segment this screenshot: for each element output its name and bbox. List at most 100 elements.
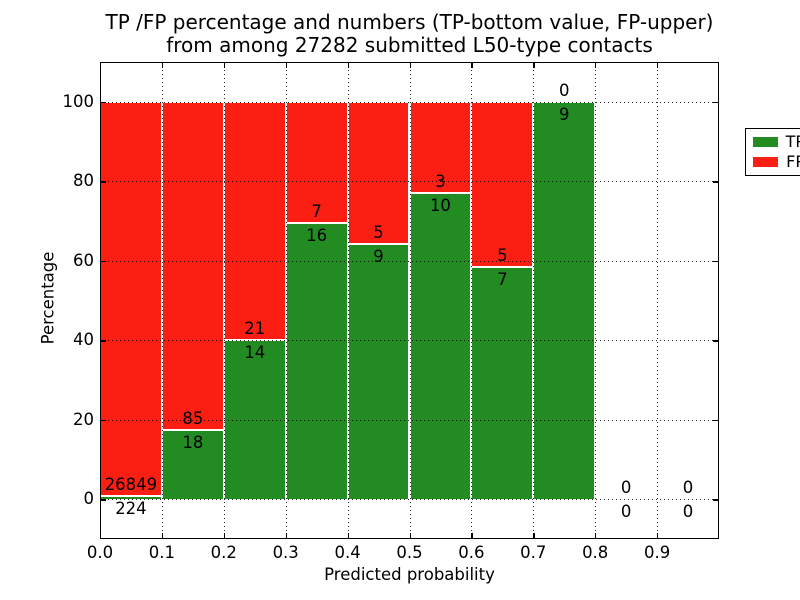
x-tick-label: 0.6 xyxy=(458,543,485,562)
x-gridline xyxy=(409,62,411,539)
fp-count-label: 21 xyxy=(244,319,266,339)
y-axis-label: Percentage xyxy=(38,251,58,345)
tp-count-label: 9 xyxy=(559,104,570,124)
y-tick-label: 60 xyxy=(73,250,94,270)
x-tick-bottom xyxy=(533,533,535,539)
y-tick-label: 0 xyxy=(83,489,95,509)
bar-segment-tp xyxy=(161,429,224,500)
x-gridline xyxy=(347,62,349,539)
tp-count-label: 7 xyxy=(497,270,508,290)
x-tick-label: 0.5 xyxy=(396,543,423,562)
x-tick-bottom xyxy=(595,533,597,539)
tp-color-swatch xyxy=(753,137,778,147)
x-tick-label: 0.4 xyxy=(334,543,361,562)
x-gridline xyxy=(471,62,473,539)
y-tick-left xyxy=(100,101,106,104)
y-tick-right xyxy=(713,499,719,501)
bar-segment-fp xyxy=(409,101,472,194)
x-tick-bottom xyxy=(471,533,473,539)
bar-segment-tp xyxy=(533,101,596,500)
x-tick-label: 0.0 xyxy=(86,543,114,562)
legend: TP FP xyxy=(745,128,800,176)
y-tick-left xyxy=(100,340,106,342)
x-tick-bottom xyxy=(347,533,349,539)
x-tick-top xyxy=(347,62,349,68)
fp-count-label: 5 xyxy=(497,246,508,266)
fp-count-label: 0 xyxy=(620,478,632,498)
x-tick-bottom xyxy=(161,533,164,539)
x-gridline xyxy=(285,62,287,539)
legend-label-tp: TP xyxy=(785,132,800,151)
bar-segment-fp xyxy=(223,101,286,341)
tp-count-label: 0 xyxy=(620,502,632,522)
x-gridline xyxy=(533,62,535,539)
x-tick-label: 0.9 xyxy=(643,543,671,562)
x-tick-top xyxy=(100,62,102,68)
y-tick-left xyxy=(100,419,106,422)
chart-title: TP /FP percentage and numbers (TP-bottom… xyxy=(100,11,719,57)
x-axis-label: Predicted probability xyxy=(324,565,495,584)
legend-label-fp: FP xyxy=(786,152,800,171)
fp-count-label: 3 xyxy=(435,172,446,192)
x-tick-top xyxy=(161,62,164,68)
legend-item-fp: FP xyxy=(753,154,800,170)
bar-segment-fp xyxy=(161,101,224,430)
x-gridline xyxy=(657,62,659,539)
x-tick-label: 0.3 xyxy=(272,543,299,562)
legend-item-tp: TP xyxy=(753,134,800,150)
y-tick-left xyxy=(100,499,106,501)
grid-layer xyxy=(100,62,719,539)
y-tick-right xyxy=(713,101,719,104)
bar-segment-tp xyxy=(347,243,410,500)
x-tick-top xyxy=(657,62,659,68)
y-tick-left xyxy=(100,181,106,183)
y-tick-label: 40 xyxy=(73,330,94,350)
y-tick-right xyxy=(713,340,719,342)
x-tick-label: 0.1 xyxy=(148,543,176,562)
bar-segment-tp xyxy=(471,267,534,500)
bar-segment-tp xyxy=(409,193,472,500)
y-tick-right xyxy=(713,260,719,263)
tp-count-label: 0 xyxy=(682,502,694,522)
x-tick-label: 0.8 xyxy=(582,543,609,562)
x-tick-top xyxy=(595,62,597,68)
y-tick-right xyxy=(713,181,719,183)
y-tick-label: 20 xyxy=(73,409,94,429)
y-tick-label: 80 xyxy=(73,171,94,191)
x-gridline xyxy=(595,62,597,539)
fp-count-label: 5 xyxy=(373,222,384,242)
bars-layer xyxy=(100,62,719,539)
bar-segment-fp xyxy=(100,101,162,496)
x-tick-bottom xyxy=(657,533,659,539)
fp-count-label: 26849 xyxy=(104,474,158,494)
fp-count-label: 0 xyxy=(682,478,694,498)
x-tick-bottom xyxy=(285,533,287,539)
fp-count-label: 85 xyxy=(182,408,204,428)
y-tick-label: 100 xyxy=(62,91,95,111)
x-tick-top xyxy=(471,62,473,68)
tp-count-label: 16 xyxy=(306,225,328,245)
y-tick-left xyxy=(100,260,106,263)
bar-segment-fp xyxy=(471,101,534,268)
tp-count-label: 18 xyxy=(182,432,204,452)
x-gridline xyxy=(223,62,225,539)
x-tick-top xyxy=(409,62,411,68)
x-tick-top xyxy=(533,62,535,68)
x-tick-top xyxy=(223,62,226,68)
tp-count-label: 9 xyxy=(373,246,384,266)
tp-count-label: 14 xyxy=(244,343,266,363)
x-tick-label: 0.2 xyxy=(210,543,237,562)
chart-title-line-1: TP /FP percentage and numbers (TP-bottom… xyxy=(105,10,714,34)
y-tick-right xyxy=(713,419,719,422)
chart-title-line-2: from among 27282 submitted L50-type cont… xyxy=(166,33,653,57)
x-tick-label: 0.7 xyxy=(520,543,547,562)
x-tick-bottom xyxy=(100,533,102,539)
tp-count-label: 10 xyxy=(429,196,451,216)
fp-count-label: 0 xyxy=(559,80,570,100)
fp-color-swatch xyxy=(753,157,779,167)
fp-count-label: 7 xyxy=(311,201,322,221)
x-tick-bottom xyxy=(223,533,226,539)
plot-area: 26849 224 85 18 21 14 7 16 5 9 3 10 5 7 0 9 0 0 0 0 TP FP xyxy=(100,62,800,539)
x-gridline xyxy=(161,62,163,539)
